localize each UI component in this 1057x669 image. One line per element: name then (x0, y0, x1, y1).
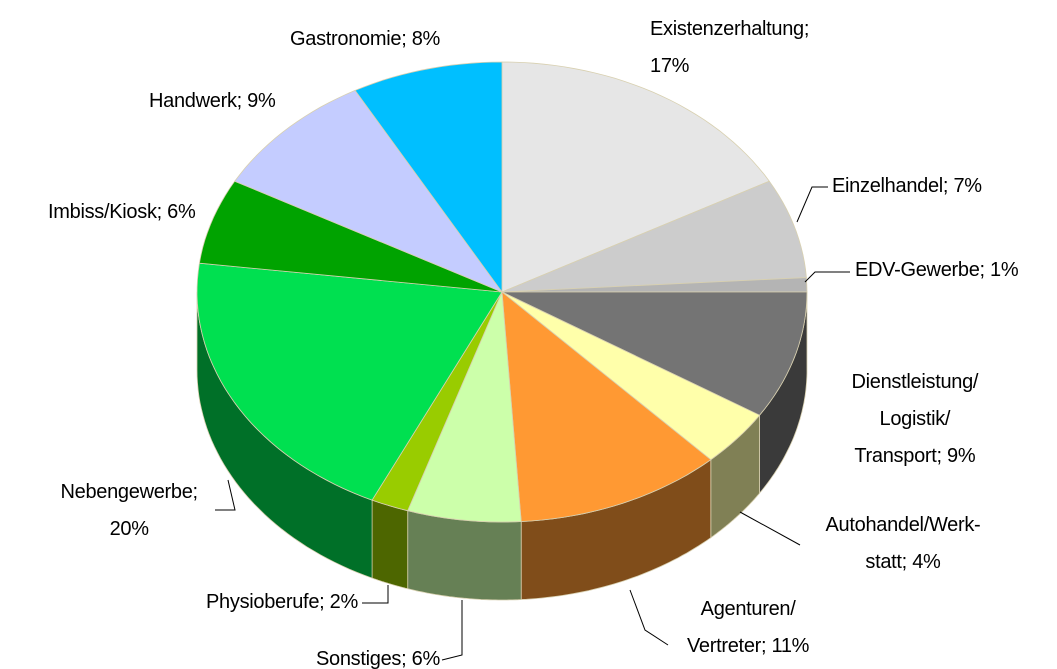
leader-line (796, 186, 828, 223)
pie-slice (198, 180, 503, 293)
pie-slice (354, 61, 503, 294)
data-label: Existenzerhaltung; 17% (650, 18, 810, 77)
pie-slice (501, 291, 761, 461)
leader-line (441, 600, 463, 661)
data-label: Einzelhandel; 7% (832, 175, 982, 197)
data-label: Gastronomie; 8% (290, 28, 441, 50)
pie-slice (501, 291, 808, 416)
leader-line (629, 589, 669, 646)
data-label: Sonstiges; 6% (316, 648, 440, 669)
pie-slice (501, 291, 712, 522)
data-label: Dienstleistung/ Logistik/ Transport; 9% (851, 371, 979, 467)
pie-slice-side (407, 510, 522, 601)
leader-line (215, 479, 236, 511)
leader-line (804, 271, 850, 283)
pie-slice (407, 291, 522, 523)
pie-slice (196, 262, 503, 501)
pie-slice-side (371, 499, 409, 590)
data-label: Physioberufe; 2% (206, 591, 358, 613)
data-label: EDV-Gewerbe; 1% (855, 259, 1019, 281)
pie-slice (501, 61, 770, 293)
data-label: Agenturen/ Vertreter; 11% (687, 598, 810, 657)
leader-lines (215, 186, 850, 661)
data-label: Nebengewerbe; 20% (60, 481, 199, 540)
data-label: Imbiss/Kiosk; 6% (48, 201, 196, 223)
pie-slice (501, 180, 807, 293)
leader-line (739, 511, 801, 546)
pie-slice (234, 89, 504, 293)
data-label: Handwerk; 9% (149, 90, 276, 112)
data-label: Autohandel/Werk- statt; 4% (825, 514, 981, 573)
pie-tops (196, 61, 808, 523)
leader-line (362, 585, 389, 604)
